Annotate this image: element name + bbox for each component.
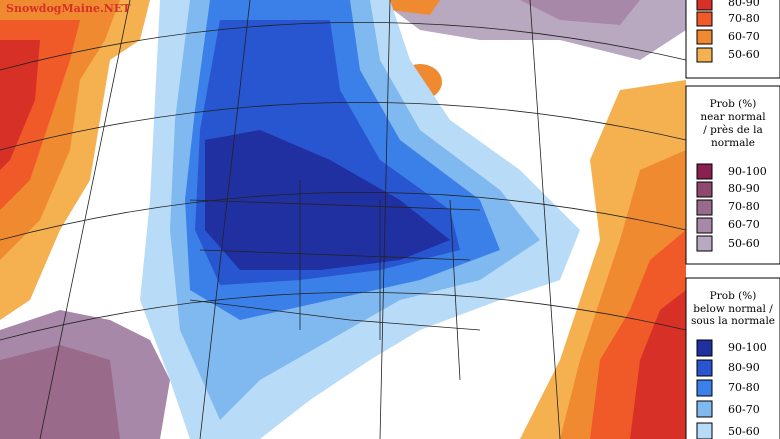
swatch (696, 199, 713, 216)
legend-label: 80-90 (728, 0, 760, 9)
legend-label: 60-70 (728, 30, 760, 43)
legend-label: 60-70 (728, 403, 760, 416)
legend-label: 50-60 (728, 425, 760, 438)
swatch (696, 29, 713, 45)
swatch (696, 379, 713, 397)
watermark: SnowdogMaine.NET (6, 2, 131, 15)
legend-title: / près de la (703, 124, 762, 136)
swatch (696, 235, 713, 252)
legend-title: Prob (%) (710, 290, 757, 302)
swatch (696, 163, 713, 180)
legend-title: below normal / (693, 303, 773, 315)
swatch (696, 339, 713, 357)
swatch (696, 181, 713, 198)
swatch (696, 422, 713, 439)
legend-title: sous la normale (691, 315, 775, 327)
swatch (696, 11, 713, 27)
legend-title: normale (711, 137, 755, 149)
legend-label: 90-100 (728, 341, 767, 354)
legend-label: 60-70 (728, 218, 760, 231)
legend-title: Prob (%) (710, 98, 757, 110)
legend-label: 80-90 (728, 182, 760, 195)
legend-label: 50-60 (728, 237, 760, 250)
swatch (696, 0, 713, 11)
legend: 80-90 70-80 60-70 50-60 Prob (%) near no… (685, 0, 780, 439)
swatch (696, 359, 713, 377)
legend-label: 90-100 (728, 165, 767, 178)
graticule (0, 0, 687, 439)
swatch (696, 47, 713, 63)
swatch (696, 217, 713, 234)
legend-label: 70-80 (728, 381, 760, 394)
legend-label: 80-90 (728, 361, 760, 374)
map-shading (0, 0, 686, 439)
legend-label: 70-80 (728, 200, 760, 213)
legend-title: near normal (700, 111, 766, 123)
swatch (696, 400, 713, 418)
legend-label: 50-60 (728, 48, 760, 61)
legend-label: 70-80 (728, 12, 760, 25)
